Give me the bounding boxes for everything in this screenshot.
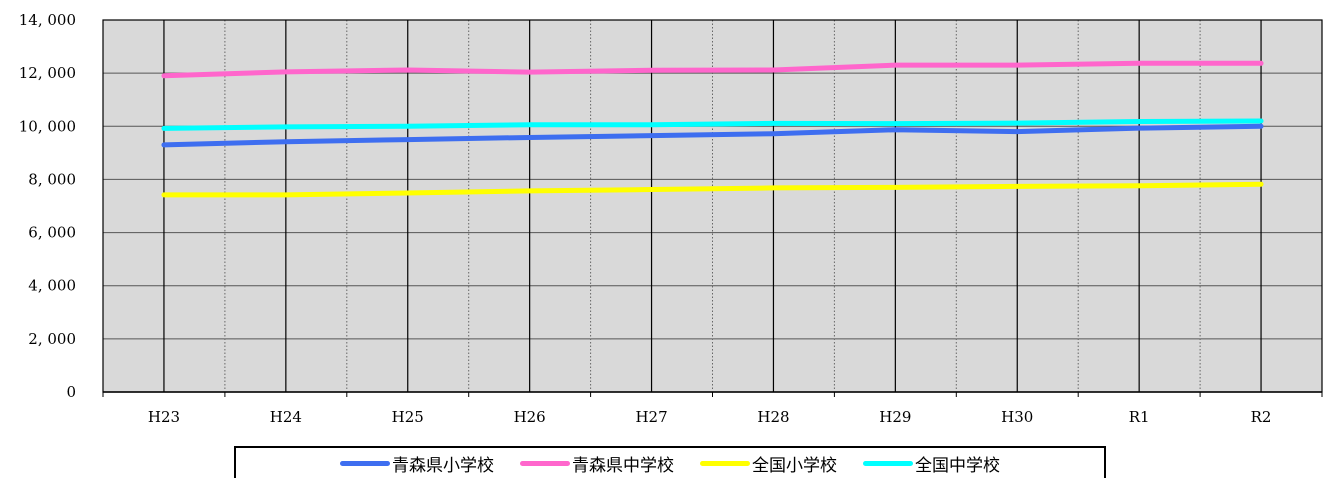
x-tick-label: H23 [148,408,180,426]
legend-item: 全国小学校 [700,451,837,476]
legend-swatch [863,460,913,466]
y-axis-tick-labels: 0 2, 000 4, 000 6, 000 8, 000 10, 000 12, 000 1… [19,11,76,401]
y-tick-label: 4, 000 [28,277,76,295]
y-tick-label: 6, 000 [28,224,76,242]
legend-label: 全国小学校 [752,455,837,476]
y-tick-label: 14, 000 [19,11,76,29]
x-tick-label: H25 [392,408,424,426]
line-chart: 0 2, 000 4, 000 6, 000 8, 000 10, 000 12, 000 1… [19,11,1323,426]
y-tick-label: 2, 000 [28,330,76,348]
series-line-3 [161,181,1264,198]
x-tick-label: R2 [1251,408,1272,426]
legend-swatch [340,460,390,466]
legend-item: 青森県小学校 [340,451,494,476]
series-lines [161,60,1264,198]
y-tick-label: 8, 000 [28,170,76,188]
x-tick-label: R1 [1129,408,1150,426]
y-tick-label: 12, 000 [19,64,76,82]
legend: 青森県小学校 青森県中学校 全国小学校 全国中学校 [234,446,1106,478]
x-tick-label: H26 [514,408,546,426]
x-tick-label: H24 [270,408,302,426]
x-axis-tick-labels: H23 H24 H25 H26 H27 H28 H29 H30 R1 R2 [148,408,1272,426]
series-line-2 [161,60,1264,79]
x-tick-label: H30 [1001,408,1033,426]
series-line-1 [161,123,1264,148]
series-line-4 [161,118,1264,131]
legend-label: 青森県小学校 [392,455,494,476]
legend-swatch [520,460,570,466]
legend-swatch [700,460,750,466]
legend-item: 青森県中学校 [520,451,674,476]
legend-label: 全国中学校 [915,455,1000,476]
x-tick-label: H28 [757,408,789,426]
legend-label: 青森県中学校 [572,455,674,476]
y-tick-label: 0 [66,383,76,401]
y-tick-label: 10, 000 [19,117,76,135]
x-tick-label: H29 [879,408,911,426]
grid-lines [102,19,1323,397]
x-tick-label: H27 [635,408,667,426]
legend-item: 全国中学校 [863,451,1000,476]
